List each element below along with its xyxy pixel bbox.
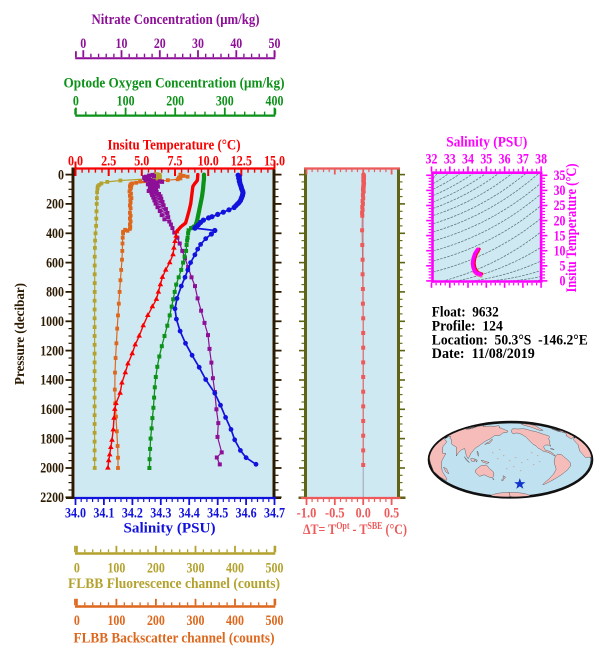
svg-text:0.0: 0.0 (356, 506, 371, 522)
svg-text:30: 30 (192, 36, 204, 52)
svg-text:34.3: 34.3 (150, 506, 171, 522)
svg-text:300: 300 (187, 560, 205, 576)
svg-text:400: 400 (226, 560, 244, 576)
svg-text:Profile: 124: Profile: 124 (432, 318, 503, 334)
svg-text:400: 400 (226, 613, 244, 629)
svg-text:200: 200 (147, 560, 165, 576)
svg-text:1400: 1400 (40, 373, 64, 389)
svg-text:-1.0: -1.0 (297, 506, 317, 522)
svg-text:Insitu Temperature (°C): Insitu Temperature (°C) (564, 163, 580, 292)
svg-text:Location: 50.3°S -146.2°E: Location: 50.3°S -146.2°E (432, 332, 588, 348)
svg-text:34.4: 34.4 (179, 506, 200, 522)
svg-text:200: 200 (147, 613, 165, 629)
svg-text:100: 100 (107, 560, 125, 576)
svg-text:20: 20 (154, 36, 166, 52)
svg-text:-0.5: -0.5 (325, 506, 345, 522)
svg-text:0: 0 (73, 94, 79, 110)
svg-text:200: 200 (46, 197, 64, 213)
svg-text:34.5: 34.5 (207, 506, 228, 522)
svg-text:600: 600 (46, 255, 64, 271)
svg-text:35: 35 (480, 152, 492, 168)
svg-text:34.1: 34.1 (93, 506, 114, 522)
svg-text:100: 100 (107, 613, 125, 629)
svg-text:400: 400 (46, 226, 64, 242)
svg-text:34.7: 34.7 (264, 506, 285, 522)
svg-text:25: 25 (554, 198, 566, 214)
svg-text:37: 37 (517, 152, 529, 168)
svg-text:FLBB Backscatter channel (coun: FLBB Backscatter channel (counts) (74, 631, 275, 647)
svg-text:Insitu Temperature (°C): Insitu Temperature (°C) (108, 138, 241, 154)
svg-text:Pressure (decibar): Pressure (decibar) (12, 283, 27, 385)
svg-text:500: 500 (266, 613, 284, 629)
svg-text:Salinity (PSU): Salinity (PSU) (446, 135, 527, 151)
svg-text:34: 34 (462, 152, 474, 168)
svg-text:12.5: 12.5 (231, 154, 252, 170)
svg-text:1200: 1200 (40, 343, 64, 359)
svg-text:34.0: 34.0 (65, 506, 86, 522)
svg-text:34.2: 34.2 (122, 506, 143, 522)
svg-text:Optode Oxygen Concentration (μ: Optode Oxygen Concentration (μm/kg) (64, 76, 285, 92)
svg-text:100: 100 (117, 94, 135, 110)
svg-text:ΔT= TOpt - TSBE (°C): ΔT= TOpt - TSBE (°C) (303, 521, 407, 538)
svg-text:10: 10 (116, 36, 128, 52)
svg-text:2000: 2000 (40, 461, 64, 477)
svg-text:1600: 1600 (40, 402, 64, 418)
svg-text:500: 500 (266, 560, 284, 576)
svg-text:2200: 2200 (40, 490, 64, 506)
svg-text:Date: 11/08/2019: Date: 11/08/2019 (432, 346, 535, 362)
svg-text:10.0: 10.0 (198, 154, 219, 170)
svg-text:20: 20 (554, 213, 566, 229)
svg-text:0: 0 (560, 274, 566, 290)
svg-text:0: 0 (74, 613, 80, 629)
svg-text:34.6: 34.6 (236, 506, 257, 522)
svg-text:15: 15 (554, 228, 566, 244)
svg-text:40: 40 (230, 36, 242, 52)
svg-text:30: 30 (554, 183, 566, 199)
svg-text:0: 0 (80, 36, 86, 52)
svg-text:800: 800 (46, 285, 64, 301)
svg-text:400: 400 (266, 94, 284, 110)
svg-text:1000: 1000 (40, 314, 64, 330)
svg-text:Float: 9632: Float: 9632 (432, 305, 499, 321)
svg-text:5: 5 (560, 259, 566, 275)
svg-text:50: 50 (269, 36, 281, 52)
svg-text:FLBB Fluorescence channel (cou: FLBB Fluorescence channel (counts) (68, 576, 280, 592)
svg-text:38: 38 (535, 152, 547, 168)
svg-text:300: 300 (216, 94, 234, 110)
svg-text:0: 0 (58, 167, 64, 183)
svg-text:2.5: 2.5 (101, 154, 116, 170)
svg-text:200: 200 (166, 94, 184, 110)
svg-text:33: 33 (444, 152, 456, 168)
svg-text:0: 0 (74, 560, 80, 576)
svg-text:36: 36 (499, 152, 511, 168)
svg-text:Nitrate Concentration (μm/kg): Nitrate Concentration (μm/kg) (92, 12, 260, 28)
svg-text:7.5: 7.5 (167, 154, 182, 170)
svg-text:Salinity (PSU): Salinity (PSU) (124, 521, 216, 537)
svg-text:5.0: 5.0 (134, 154, 149, 170)
svg-text:1800: 1800 (40, 431, 64, 447)
svg-text:0.5: 0.5 (384, 506, 399, 522)
svg-text:10: 10 (554, 243, 566, 259)
svg-text:35: 35 (554, 168, 566, 184)
svg-text:32: 32 (426, 152, 438, 168)
svg-text:300: 300 (187, 613, 205, 629)
